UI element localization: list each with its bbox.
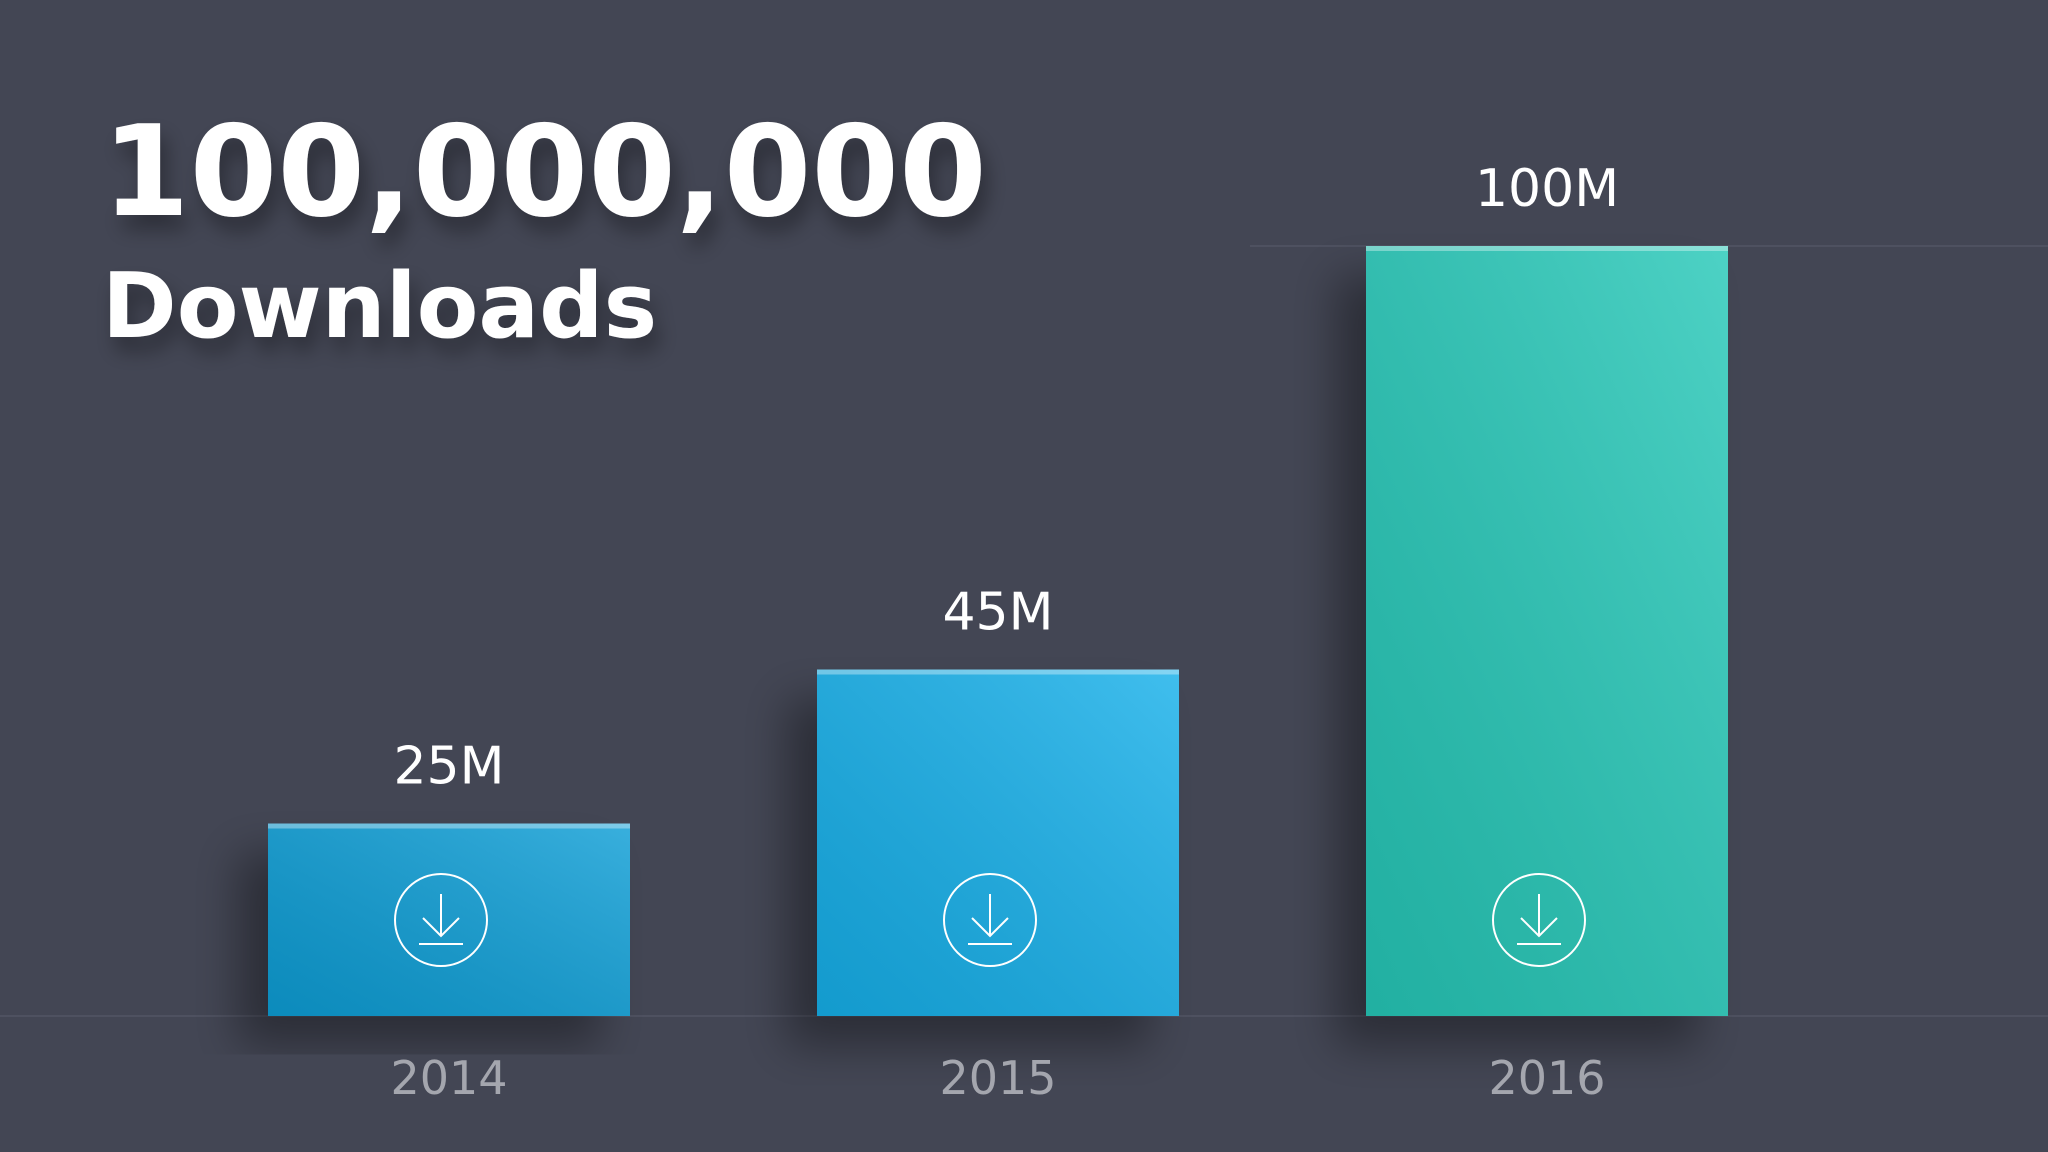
value-label: 100M (1475, 159, 1619, 219)
download-arrow (1517, 894, 1561, 945)
chart-title: 100,000,000 (102, 98, 987, 245)
bars: 25M 2014 45M 2015 100M 2016 (268, 159, 1728, 1105)
bar-shine (817, 669, 1179, 1016)
download-icon (1492, 873, 1586, 967)
x-tick-label: 2015 (939, 1051, 1056, 1105)
download-icon (394, 873, 488, 967)
value-label: 45M (942, 583, 1053, 643)
bar-shine (268, 823, 630, 1016)
bar-shine (1366, 246, 1728, 1016)
value-label: 25M (393, 737, 504, 797)
x-tick-label: 2014 (390, 1051, 507, 1105)
download-arrow (968, 894, 1012, 945)
bar-edge (1366, 246, 1728, 251)
bar-edge (268, 823, 630, 829)
download-icon (943, 873, 1037, 967)
bar-edge (817, 669, 1179, 675)
chart-subtitle: Downloads (102, 254, 657, 359)
x-tick-label: 2016 (1488, 1051, 1605, 1105)
download-arrow (419, 894, 463, 945)
